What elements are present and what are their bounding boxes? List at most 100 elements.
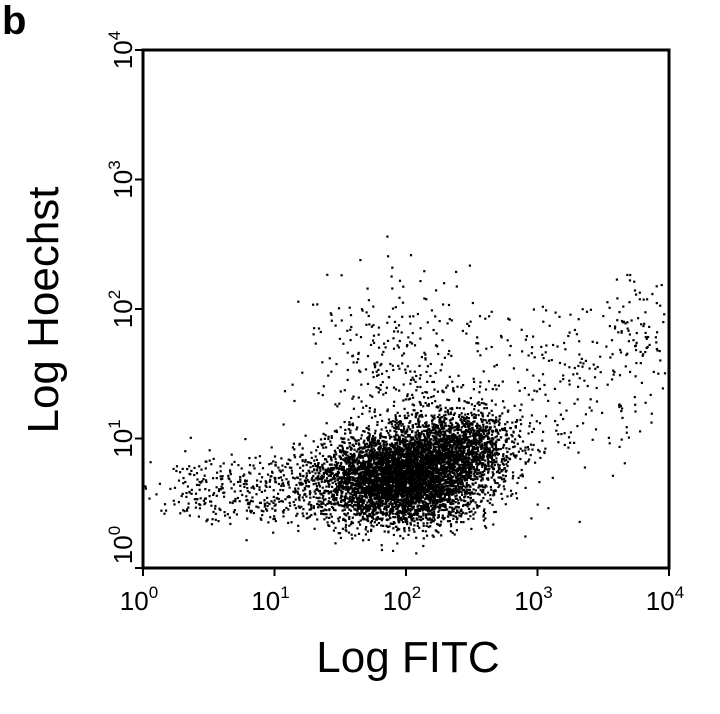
scatter-point xyxy=(356,463,359,466)
scatter-point xyxy=(357,521,360,524)
scatter-point xyxy=(411,484,414,487)
scatter-point xyxy=(322,473,325,476)
scatter-point xyxy=(369,444,372,447)
scatter-point xyxy=(361,467,364,470)
scatter-point xyxy=(387,530,390,533)
scatter-point xyxy=(348,515,351,519)
scatter-point xyxy=(382,455,386,458)
scatter-point xyxy=(337,477,340,480)
scatter-point xyxy=(317,490,320,493)
scatter-point xyxy=(454,488,457,491)
scatter-point xyxy=(454,506,457,509)
scatter-point xyxy=(414,481,417,484)
scatter-point xyxy=(437,531,440,534)
scatter-point xyxy=(467,507,471,510)
scatter-point xyxy=(423,493,426,496)
scatter-point xyxy=(447,510,450,513)
scatter-point xyxy=(441,492,445,495)
scatter-point xyxy=(421,487,425,490)
scatter-point xyxy=(460,513,463,516)
scatter-point xyxy=(487,477,490,480)
scatter-point xyxy=(370,457,373,460)
scatter-point xyxy=(454,481,457,484)
scatter-point xyxy=(346,474,349,477)
scatter-point xyxy=(425,524,428,527)
scatter-point xyxy=(497,485,500,489)
scatter-point xyxy=(350,416,353,420)
scatter-point xyxy=(378,447,381,451)
scatter-point xyxy=(376,423,379,426)
scatter-point xyxy=(431,501,435,505)
scatter-point xyxy=(385,491,388,494)
scatter-point xyxy=(397,503,400,506)
scatter-point xyxy=(359,519,362,522)
scatter-point xyxy=(372,444,375,447)
scatter-point xyxy=(367,483,370,486)
scatter-point xyxy=(392,489,395,493)
scatter-point xyxy=(400,453,403,456)
scatter-point xyxy=(353,456,356,459)
scatter-point xyxy=(439,523,442,526)
scatter-point xyxy=(431,484,435,487)
scatter-point xyxy=(312,505,315,508)
scatter-point xyxy=(459,498,462,501)
scatter-point xyxy=(437,483,440,486)
scatter-point xyxy=(383,506,386,509)
scatter-point xyxy=(343,508,346,511)
scatter-point xyxy=(428,518,431,521)
scatter-point xyxy=(326,490,330,493)
scatter-point xyxy=(420,485,423,488)
scatter-point xyxy=(293,456,297,459)
scatter-point xyxy=(492,489,495,492)
scatter-point xyxy=(341,454,344,457)
scatter-point xyxy=(388,456,391,459)
scatter-point xyxy=(328,468,331,471)
scatter-point xyxy=(429,471,432,474)
scatter-point xyxy=(368,489,371,492)
scatter-point xyxy=(342,505,345,508)
scatter-point xyxy=(416,433,419,436)
scatter-point xyxy=(491,503,494,506)
scatter-point xyxy=(341,449,344,452)
scatter-point xyxy=(330,463,333,466)
scatter-point xyxy=(511,471,515,474)
scatter-point xyxy=(383,448,386,451)
scatter-point xyxy=(375,493,378,496)
scatter-point xyxy=(362,517,365,520)
scatter-point xyxy=(381,513,384,516)
scatter-point xyxy=(411,426,415,429)
scatter-point xyxy=(466,470,469,474)
scatter-point xyxy=(389,420,392,423)
scatter-point xyxy=(404,436,407,439)
scatter-point xyxy=(374,485,377,488)
scatter-point xyxy=(387,498,390,501)
scatter-point xyxy=(489,498,492,501)
scatter-point xyxy=(337,520,340,523)
scatter-point xyxy=(462,521,465,524)
scatter-point xyxy=(381,453,384,456)
scatter-point xyxy=(425,463,428,466)
scatter-point xyxy=(411,453,414,456)
scatter-point xyxy=(405,483,408,486)
scatter-point xyxy=(488,502,491,505)
scatter-point xyxy=(309,466,312,469)
scatter-point xyxy=(390,488,393,491)
scatter-point xyxy=(464,486,467,489)
scatter-point xyxy=(395,421,398,425)
scatter-point xyxy=(399,516,402,519)
scatter-point xyxy=(374,509,377,512)
scatter-point xyxy=(373,456,376,459)
scatter-point xyxy=(419,498,423,501)
scatter-point xyxy=(449,523,453,526)
scatter-point xyxy=(416,475,420,478)
scatter-point xyxy=(368,496,371,499)
scatter-point xyxy=(413,524,416,527)
scatter-point xyxy=(411,454,414,458)
scatter-point xyxy=(355,487,358,491)
scatter-point xyxy=(366,471,369,474)
scatter-point xyxy=(408,529,411,532)
scatter-point xyxy=(401,437,405,440)
scatter-point xyxy=(361,502,364,506)
scatter-point xyxy=(389,485,392,488)
scatter-point xyxy=(479,500,483,503)
